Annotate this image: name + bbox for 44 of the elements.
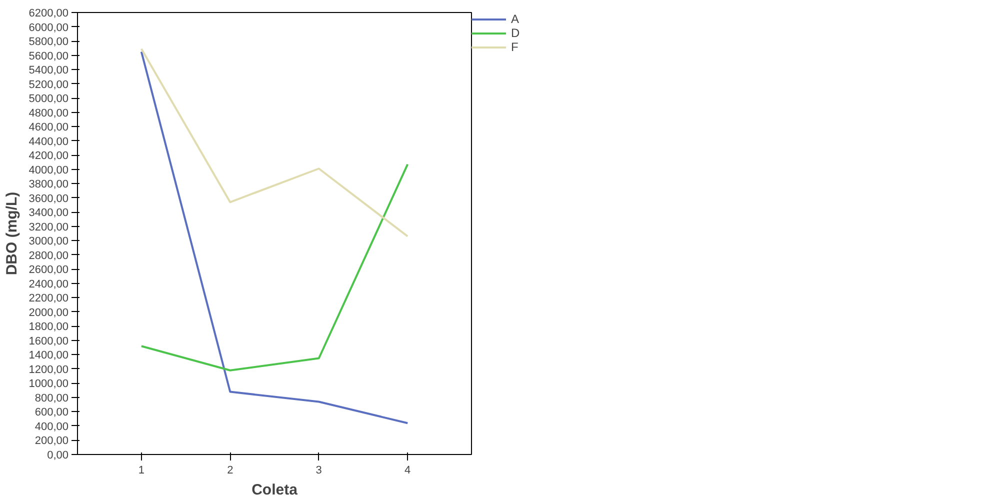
y-tick-label: 2800,00: [28, 250, 69, 262]
x-axis-title: Coleta: [252, 482, 298, 498]
y-tick-label: 4600,00: [28, 122, 69, 134]
line-series: [140, 163, 409, 372]
y-tick-label: 1200,00: [28, 364, 69, 376]
y-tick-label: 4000,00: [28, 164, 69, 176]
y-tick-label: 0,00: [47, 450, 69, 462]
y-tick-label: 2000,00: [28, 306, 69, 319]
y-tick-label: 2200,00: [28, 292, 69, 305]
x-tick-label: 1: [138, 464, 144, 476]
legend-label: F: [511, 40, 520, 54]
x-tick-label: 4: [404, 464, 411, 476]
x-tick-label: 3: [316, 464, 322, 476]
y-tick-label: 4400,00: [28, 136, 69, 148]
y-tick-label: 5800,00: [28, 36, 69, 48]
y-tick-label: 6000,00: [28, 22, 69, 34]
y-tick-label: 1600,00: [28, 335, 69, 348]
y-axis-title: DBO (mg/L): [4, 192, 21, 276]
line-series: [140, 50, 409, 424]
line-series: [140, 48, 409, 238]
y-tick-label: 4200,00: [28, 150, 69, 162]
legend-label: A: [511, 12, 520, 26]
x-tick-label: 2: [227, 464, 234, 476]
y-tick-label: 3800,00: [28, 178, 69, 191]
y-tick-label: 600,00: [34, 406, 69, 419]
y-tick-label: 2600,00: [28, 264, 69, 276]
y-tick-label: 3200,00: [28, 221, 69, 234]
y-tick-label: 5600,00: [28, 50, 69, 62]
y-tick-label: 1400,00: [28, 350, 69, 362]
y-tick-label: 2400,00: [28, 278, 69, 290]
y-tick-label: 3400,00: [28, 207, 69, 220]
y-tick-label: 3000,00: [28, 236, 69, 248]
y-tick-label: 5200,00: [28, 78, 69, 91]
y-tick-label: 3600,00: [28, 192, 69, 205]
y-tick-label: 200,00: [34, 435, 69, 448]
y-tick-label: 800,00: [34, 392, 69, 404]
y-tick-label: 400,00: [34, 420, 69, 433]
y-tick-label: 4800,00: [28, 107, 69, 120]
y-tick-label: 5400,00: [28, 64, 69, 77]
legend-label: D: [511, 26, 521, 40]
y-tick-label: 6200,00: [28, 8, 69, 20]
y-tick-label: 1000,00: [28, 378, 69, 390]
y-tick-label: 5000,00: [28, 93, 69, 106]
y-tick-label: 1800,00: [28, 321, 69, 334]
